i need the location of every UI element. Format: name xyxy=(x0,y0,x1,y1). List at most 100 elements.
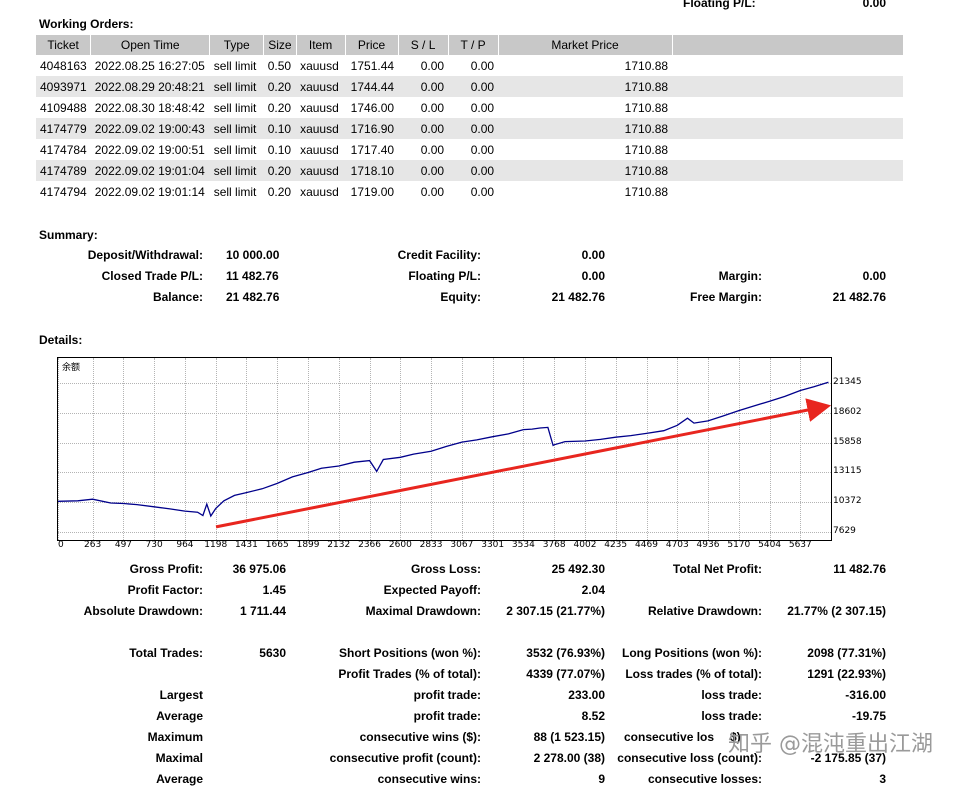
average-loss-label: loss trade: xyxy=(701,709,762,723)
x-tick-label: 1899 xyxy=(296,540,320,550)
x-tick-label: 2600 xyxy=(388,540,412,550)
grid-line-vertical xyxy=(277,358,279,540)
working-orders-title: Working Orders: xyxy=(39,17,134,31)
y-tick-label: 10372 xyxy=(833,496,862,507)
grid-line-vertical xyxy=(400,358,402,540)
gross-loss-label: Gross Loss: xyxy=(410,562,481,576)
col-type: Type xyxy=(209,35,265,55)
table-cell: 2022.09.02 19:00:51 xyxy=(94,142,205,157)
summary-title: Summary: xyxy=(39,228,98,242)
grid-line-vertical xyxy=(58,358,59,540)
table-cell: 2022.08.25 16:27:05 xyxy=(94,58,205,73)
x-tick-label: 4703 xyxy=(665,540,689,550)
maximum-label: Maximum xyxy=(147,730,203,744)
grid-line-vertical xyxy=(461,358,463,540)
table-cell: 0.20 xyxy=(267,100,292,115)
grid-line-vertical xyxy=(154,358,156,540)
table-row: 4048163 2022.08.25 16:27:05 sell limit 0.50… xyxy=(36,55,903,76)
profit-trades-label: Profit Trades (% of total): xyxy=(338,667,481,681)
free-margin-value: 21 482.76 xyxy=(832,290,886,304)
table-cell: 0.00 xyxy=(448,118,499,139)
avg-consecutive-wins-value: 9 xyxy=(598,772,605,786)
table-cell: 0.00 xyxy=(420,58,445,73)
x-tick-label: 5637 xyxy=(788,540,812,550)
maximal-loss-value: -2 175.85 (37) xyxy=(810,751,886,765)
grid-line-horizontal xyxy=(58,502,831,504)
x-tick-label: 2132 xyxy=(327,540,351,550)
table-cell: 4109488 xyxy=(40,100,87,115)
grid-line-vertical xyxy=(800,358,802,540)
grid-line-vertical xyxy=(585,358,586,540)
col-ticket: Ticket xyxy=(36,35,92,55)
table-cell: 0.00 xyxy=(470,142,495,157)
table-cell: 0.10 xyxy=(263,118,297,139)
credit-label: Credit Facility: xyxy=(397,248,481,262)
table-cell: 0.00 xyxy=(470,100,495,115)
y-tick-label: 7629 xyxy=(833,526,856,536)
y-tick-label: 21345 xyxy=(833,376,862,387)
table-cell: 0.00 xyxy=(470,184,495,199)
grid-line-vertical xyxy=(646,358,648,540)
col-sl: S / L xyxy=(398,35,449,55)
grid-line-vertical xyxy=(708,358,709,540)
table-row: 4174784 2022.09.02 19:00:51 sell limit 0.10… xyxy=(36,139,903,160)
chart-plot xyxy=(58,381,831,529)
grid-line-vertical xyxy=(677,358,679,540)
table-row: 4109488 2022.08.30 18:48:42 sell limit 0.20… xyxy=(36,97,903,118)
table-cell: 0.00 xyxy=(420,142,445,157)
table-cell-empty xyxy=(672,160,904,181)
grid-line-vertical xyxy=(769,358,771,540)
x-tick-label: 2833 xyxy=(419,540,443,550)
short-positions-value: 3532 (76.93%) xyxy=(526,646,605,660)
equity-value: 21 482.76 xyxy=(551,290,605,304)
table-cell: 0.00 xyxy=(398,160,449,181)
deposit-label: Deposit/Withdrawal: xyxy=(87,248,203,262)
profit-factor-value: 1.45 xyxy=(262,583,286,597)
table-header-row: Ticket Open Time Type Size Item Price S … xyxy=(36,35,904,55)
y-tick-label: 15858 xyxy=(833,436,862,447)
total-net-value: 11 482.76 xyxy=(833,562,886,576)
table-cell: sell limit xyxy=(213,142,257,157)
x-tick-label: 4002 xyxy=(573,540,597,550)
table-cell: sell limit xyxy=(209,76,264,97)
table-row: 4093971 2022.08.29 20:48:21 sell limit 0.20… xyxy=(36,76,904,97)
deposit-value: 10 000.00 xyxy=(226,248,280,262)
largest-label: Largest xyxy=(159,688,203,702)
maximal-profit-value: 2 278.00 (38) xyxy=(533,751,605,765)
y-tick-label: 13115 xyxy=(833,466,862,477)
table-cell: 4174794 xyxy=(40,184,87,199)
balance-label: Balance: xyxy=(152,290,203,304)
x-tick-label: 964 xyxy=(176,540,194,550)
x-tick-label: 1431 xyxy=(234,540,258,550)
average-loss-value: -19.75 xyxy=(851,709,886,723)
table-cell: 0.20 xyxy=(267,184,292,199)
grid-line-vertical xyxy=(308,358,310,540)
balance-series-line xyxy=(58,381,829,518)
table-cell: 2022.09.02 19:00:43 xyxy=(90,118,210,139)
table-cell: 0.00 xyxy=(398,118,449,139)
table-cell: xauusd xyxy=(300,100,339,115)
table-row: 4174779 2022.09.02 19:00:43 sell limit 0.10… xyxy=(36,118,904,139)
avg-consecutive-losses-value: 3 xyxy=(879,772,886,786)
maximal-label: Maximal xyxy=(155,751,203,765)
grid-line-horizontal xyxy=(58,472,831,474)
balance-chart: 余额 xyxy=(57,357,832,541)
gross-profit-value: 36 975.06 xyxy=(232,562,286,576)
average2-label: Average xyxy=(156,772,203,786)
gross-profit-label: Gross Profit: xyxy=(129,562,203,576)
table-cell: 1710.88 xyxy=(624,184,669,199)
margin-value: 0.00 xyxy=(862,269,886,283)
table-cell-empty xyxy=(672,55,903,76)
grid-line-vertical xyxy=(338,358,340,540)
table-cell: sell limit xyxy=(209,160,264,181)
table-row: 4174794 2022.09.02 19:01:14 sell limit 0.20… xyxy=(36,181,903,202)
table-cell: 2022.08.30 18:48:42 xyxy=(94,100,205,115)
grid-line-vertical xyxy=(492,358,494,540)
table-cell-empty xyxy=(672,118,904,139)
table-cell: 0.00 xyxy=(398,76,449,97)
avg-consecutive-losses-label: consecutive losses: xyxy=(647,772,762,786)
grid-line-vertical xyxy=(246,358,248,540)
table-cell: 4093971 xyxy=(36,76,91,97)
table-cell: 1710.88 xyxy=(498,76,673,97)
expected-payoff-label: Expected Payoff: xyxy=(383,583,481,597)
